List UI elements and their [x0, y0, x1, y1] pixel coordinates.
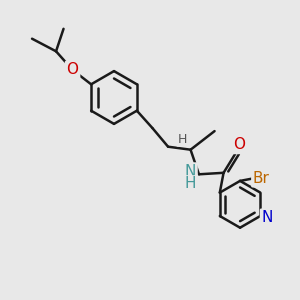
Text: H: H [185, 176, 196, 191]
Text: H: H [178, 133, 187, 146]
Text: N: N [185, 164, 196, 179]
Text: O: O [67, 62, 79, 77]
Text: O: O [233, 137, 245, 152]
Text: N: N [261, 210, 273, 225]
Text: Br: Br [253, 171, 269, 186]
